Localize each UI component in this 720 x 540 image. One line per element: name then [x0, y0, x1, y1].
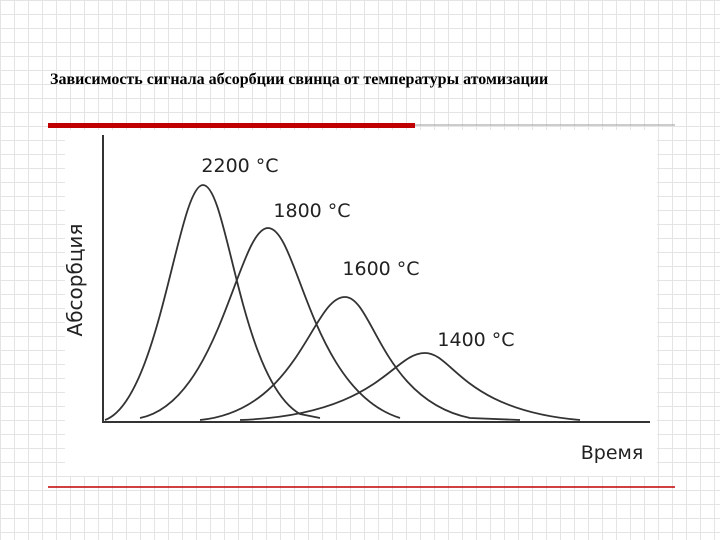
curve: [104, 184, 321, 421]
curve: [139, 227, 401, 419]
curve-label: 1800 °C: [273, 200, 350, 222]
curve: [239, 352, 581, 421]
slide-title: Зависимость сигнала абсорбции свинца от …: [50, 71, 549, 88]
curve-label: 1600 °C: [342, 258, 419, 280]
curve-label: 2200 °C: [201, 155, 278, 177]
figure-background: [65, 130, 657, 476]
y-axis-label: Абсорбция: [63, 224, 87, 337]
curve-label: 1400 °C: [437, 329, 514, 351]
curve: [199, 296, 521, 421]
title-rule: [48, 123, 415, 128]
x-axis-label: Время: [581, 442, 644, 464]
